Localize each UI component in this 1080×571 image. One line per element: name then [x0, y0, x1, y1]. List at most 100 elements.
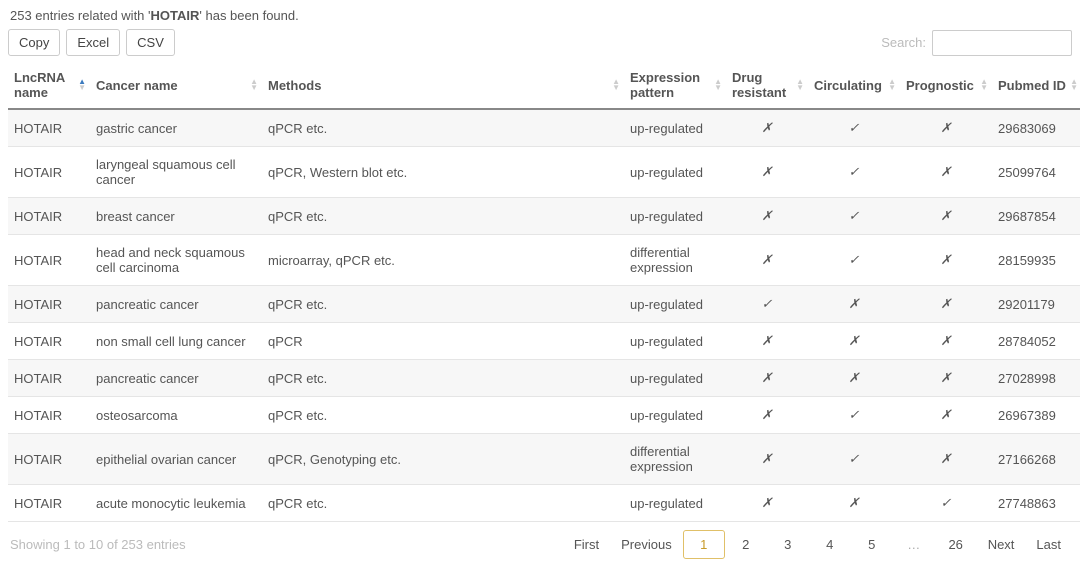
cell-exp: up-regulated [624, 360, 726, 397]
column-header-methods[interactable]: Methods▲▼ [262, 62, 624, 109]
table-row: HOTAIRepithelial ovarian cancerqPCR, Gen… [8, 434, 1080, 485]
cell-lncrna: HOTAIR [8, 485, 90, 522]
cell-cancer: osteosarcoma [90, 397, 262, 434]
table-row: HOTAIRacute monocytic leukemiaqPCR etc.u… [8, 485, 1080, 522]
cell-lncrna: HOTAIR [8, 147, 90, 198]
cell-exp: differential expression [624, 235, 726, 286]
cell-prog: ✗ [900, 109, 992, 147]
pager-page-1[interactable]: 1 [683, 530, 725, 559]
pager-next[interactable]: Next [977, 530, 1026, 559]
cell-circ: ✓ [808, 147, 900, 198]
sort-icon: ▲▼ [250, 79, 258, 91]
cell-cancer: acute monocytic leukemia [90, 485, 262, 522]
cell-methods: qPCR etc. [262, 397, 624, 434]
pager-previous[interactable]: Previous [610, 530, 683, 559]
pager-first[interactable]: First [563, 530, 610, 559]
cell-drug: ✗ [726, 235, 808, 286]
cell-circ: ✗ [808, 360, 900, 397]
cell-methods: qPCR, Genotyping etc. [262, 434, 624, 485]
cell-prog: ✗ [900, 147, 992, 198]
table-row: HOTAIRosteosarcomaqPCR etc.up-regulated✗… [8, 397, 1080, 434]
column-header-drug[interactable]: Drug resistant▲▼ [726, 62, 808, 109]
cell-pid: 29683069 [992, 109, 1080, 147]
summary-term: HOTAIR [151, 8, 200, 23]
cell-methods: qPCR etc. [262, 286, 624, 323]
cell-pid: 27748863 [992, 485, 1080, 522]
cell-pid: 28159935 [992, 235, 1080, 286]
column-header-exp[interactable]: Expression pattern▲▼ [624, 62, 726, 109]
cell-pid: 28784052 [992, 323, 1080, 360]
showing-info: Showing 1 to 10 of 253 entries [8, 537, 186, 552]
cell-drug: ✗ [726, 109, 808, 147]
cell-pid: 29201179 [992, 286, 1080, 323]
column-header-pid[interactable]: Pubmed ID▲▼ [992, 62, 1080, 109]
pager-last[interactable]: Last [1025, 530, 1072, 559]
cell-lncrna: HOTAIR [8, 323, 90, 360]
excel-button[interactable]: Excel [66, 29, 120, 56]
cell-methods: qPCR [262, 323, 624, 360]
column-header-cancer[interactable]: Cancer name▲▼ [90, 62, 262, 109]
cell-exp: up-regulated [624, 397, 726, 434]
cell-exp: up-regulated [624, 286, 726, 323]
search-input[interactable] [932, 30, 1072, 56]
cell-cancer: pancreatic cancer [90, 286, 262, 323]
sort-icon: ▲▼ [1070, 79, 1078, 91]
csv-button[interactable]: CSV [126, 29, 175, 56]
cell-exp: up-regulated [624, 198, 726, 235]
cell-circ: ✓ [808, 397, 900, 434]
cell-circ: ✓ [808, 109, 900, 147]
cell-circ: ✓ [808, 198, 900, 235]
result-summary: 253 entries related with 'HOTAIR' has be… [10, 8, 1072, 23]
cell-pid: 27166268 [992, 434, 1080, 485]
pager-page-26[interactable]: 26 [935, 530, 977, 559]
cell-pid: 26967389 [992, 397, 1080, 434]
cell-circ: ✗ [808, 485, 900, 522]
cell-cancer: head and neck squamous cell carcinoma [90, 235, 262, 286]
sort-icon: ▲▼ [980, 79, 988, 91]
cell-prog: ✗ [900, 360, 992, 397]
summary-prefix: 253 entries related with ' [10, 8, 151, 23]
cell-prog: ✗ [900, 397, 992, 434]
cell-cancer: laryngeal squamous cell cancer [90, 147, 262, 198]
copy-button[interactable]: Copy [8, 29, 60, 56]
summary-suffix: ' has been found. [199, 8, 298, 23]
sort-icon: ▲▼ [714, 79, 722, 91]
sort-icon: ▲▼ [78, 79, 86, 91]
cell-drug: ✗ [726, 397, 808, 434]
cell-pid: 29687854 [992, 198, 1080, 235]
cell-cancer: non small cell lung cancer [90, 323, 262, 360]
pager-page-4[interactable]: 4 [809, 530, 851, 559]
cell-drug: ✗ [726, 323, 808, 360]
column-header-lncrna[interactable]: LncRNA name▲▼ [8, 62, 90, 109]
table-row: HOTAIRnon small cell lung cancerqPCRup-r… [8, 323, 1080, 360]
column-header-circ[interactable]: Circulating▲▼ [808, 62, 900, 109]
cell-circ: ✓ [808, 235, 900, 286]
sort-icon: ▲▼ [888, 79, 896, 91]
search-label: Search: [881, 35, 926, 50]
cell-pid: 27028998 [992, 360, 1080, 397]
cell-methods: qPCR etc. [262, 360, 624, 397]
cell-cancer: breast cancer [90, 198, 262, 235]
column-header-prog[interactable]: Prognostic▲▼ [900, 62, 992, 109]
cell-prog: ✗ [900, 198, 992, 235]
cell-lncrna: HOTAIR [8, 286, 90, 323]
table-header-row: LncRNA name▲▼Cancer name▲▼Methods▲▼Expre… [8, 62, 1080, 109]
cell-drug: ✗ [726, 198, 808, 235]
pager-page-3[interactable]: 3 [767, 530, 809, 559]
cell-cancer: epithelial ovarian cancer [90, 434, 262, 485]
cell-prog: ✗ [900, 323, 992, 360]
table-row: HOTAIRpancreatic cancerqPCR etc.up-regul… [8, 360, 1080, 397]
cell-circ: ✗ [808, 323, 900, 360]
pager-page-5[interactable]: 5 [851, 530, 893, 559]
table-row: HOTAIRgastric cancerqPCR etc.up-regulate… [8, 109, 1080, 147]
cell-exp: up-regulated [624, 147, 726, 198]
cell-prog: ✗ [900, 235, 992, 286]
search-box: Search: [881, 30, 1072, 56]
pager-page-2[interactable]: 2 [725, 530, 767, 559]
results-table: LncRNA name▲▼Cancer name▲▼Methods▲▼Expre… [8, 62, 1080, 522]
table-row: HOTAIRbreast cancerqPCR etc.up-regulated… [8, 198, 1080, 235]
cell-cancer: pancreatic cancer [90, 360, 262, 397]
cell-methods: qPCR etc. [262, 109, 624, 147]
cell-circ: ✗ [808, 286, 900, 323]
cell-prog: ✓ [900, 485, 992, 522]
